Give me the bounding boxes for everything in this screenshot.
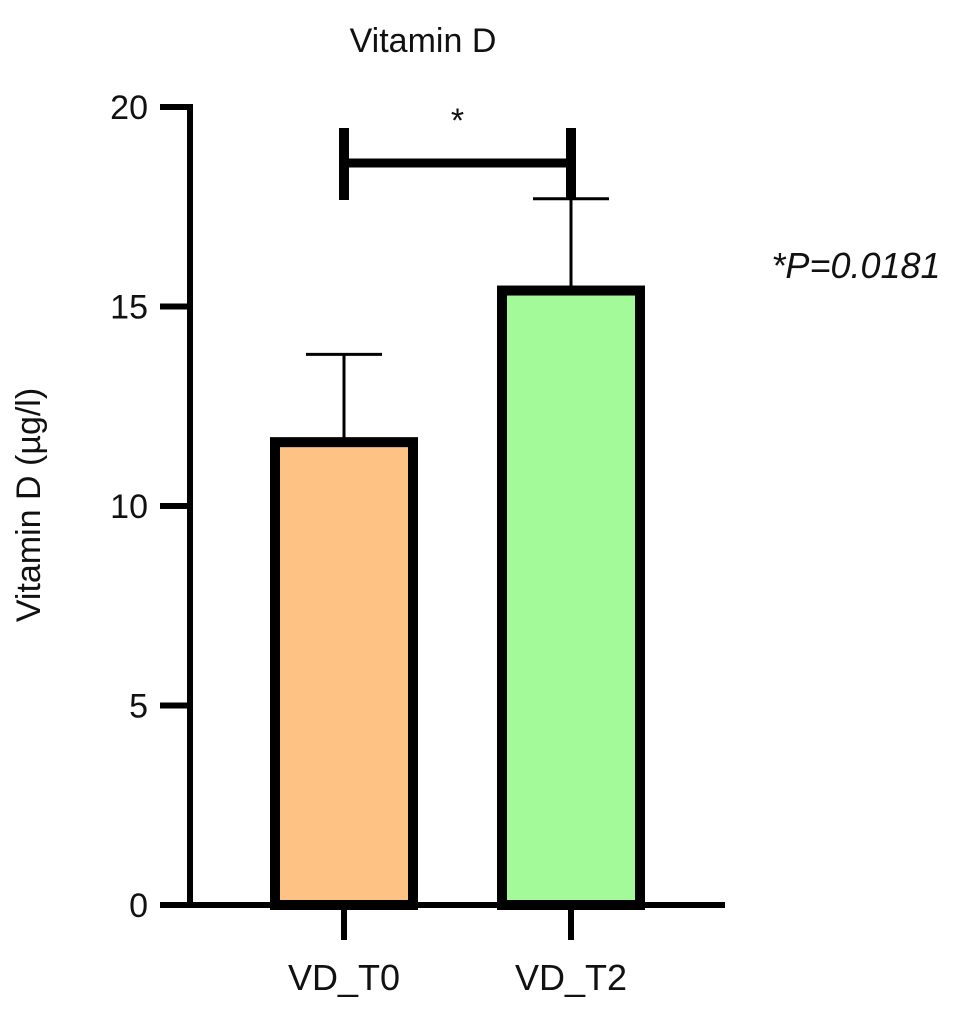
x-category-label: VD_T2 (515, 957, 627, 998)
y-tick-label: 10 (110, 488, 148, 526)
y-axis-label: Vitamin D (µg/l) (10, 388, 48, 622)
y-tick-label: 5 (129, 688, 148, 726)
p-value-annotation: *P=0.0181 (771, 245, 940, 286)
y-tick-label: 15 (110, 289, 148, 327)
significance-bracket: * (339, 102, 576, 200)
y-ticks: 0 5 10 15 20 (110, 89, 190, 925)
chart-title: Vitamin D (350, 22, 497, 60)
bar (270, 437, 418, 910)
bars-group (270, 197, 645, 911)
bar (497, 285, 645, 911)
significance-star: * (451, 102, 464, 140)
y-tick-label: 20 (110, 89, 148, 127)
x-categories: VD_T0 VD_T2 (288, 905, 627, 998)
x-category-label: VD_T0 (288, 957, 400, 998)
y-tick-label: 0 (129, 887, 148, 925)
